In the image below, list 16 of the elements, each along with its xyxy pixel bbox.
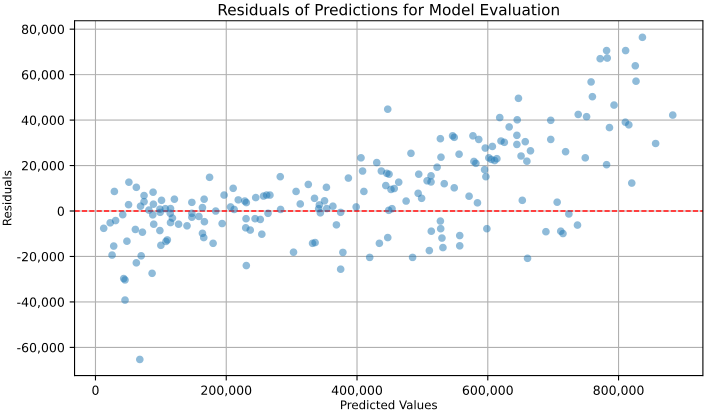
y-tick-label: 80,000 bbox=[22, 24, 64, 36]
y-axis-title: Residuals bbox=[2, 170, 12, 226]
chart-title: Residuals of Predictions for Model Evaluation bbox=[218, 4, 559, 16]
y-tick-label: 0 bbox=[58, 206, 64, 216]
y-tick-label: 40,000 bbox=[22, 116, 64, 126]
y-tick-label: 60,000 bbox=[22, 70, 64, 81]
x-tick-label: 200,000 bbox=[201, 386, 252, 396]
y-tick-label: 20,000 bbox=[22, 161, 64, 172]
x-tick-label: 600,000 bbox=[462, 386, 513, 396]
y-tick-label: -40,000 bbox=[17, 297, 64, 308]
x-tick-label: 0 bbox=[92, 386, 99, 395]
y-tick-label: -20,000 bbox=[17, 252, 64, 263]
x-axis-title: Predicted Values bbox=[341, 400, 438, 410]
y-tick-label: -60,000 bbox=[17, 342, 64, 354]
x-tick-label: 800,000 bbox=[594, 386, 644, 396]
x-tick-label: 400,000 bbox=[332, 386, 382, 396]
